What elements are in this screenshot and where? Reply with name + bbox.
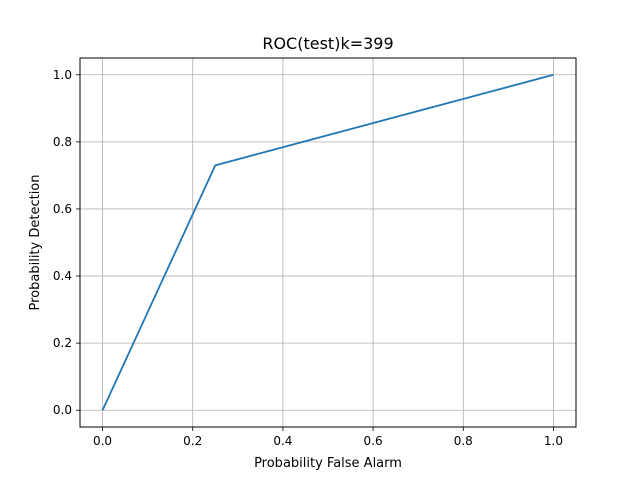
x-tick-label: 0.6 — [364, 434, 383, 448]
y-axis-label: Probability Detection — [28, 174, 43, 310]
chart-title: ROC(test)k=399 — [262, 34, 393, 53]
y-tick-label: 0.0 — [53, 403, 72, 417]
x-tick-label: 0.2 — [183, 434, 202, 448]
x-axis-ticks: 0.0 0.2 0.4 0.6 0.8 1.0 — [93, 427, 563, 448]
grid-lines — [80, 58, 576, 427]
plot-frame — [79, 57, 577, 428]
y-tick-label: 0.2 — [53, 336, 72, 350]
y-tick-label: 0.6 — [53, 202, 72, 216]
y-tick-label: 0.8 — [53, 135, 72, 149]
x-axis-label: Probability False Alarm — [254, 456, 402, 471]
y-tick-label: 0.4 — [53, 269, 72, 283]
y-tick-label: 1.0 — [53, 68, 72, 82]
y-axis-ticks: 0.0 0.2 0.4 0.6 0.8 1.0 — [53, 68, 80, 417]
roc-curve-line — [101, 73, 554, 411]
x-tick-label: 0.0 — [93, 434, 112, 448]
x-tick-label: 0.8 — [454, 434, 473, 448]
x-tick-label: 0.4 — [273, 434, 292, 448]
series-layer — [101, 73, 554, 411]
x-tick-label: 1.0 — [544, 434, 563, 448]
